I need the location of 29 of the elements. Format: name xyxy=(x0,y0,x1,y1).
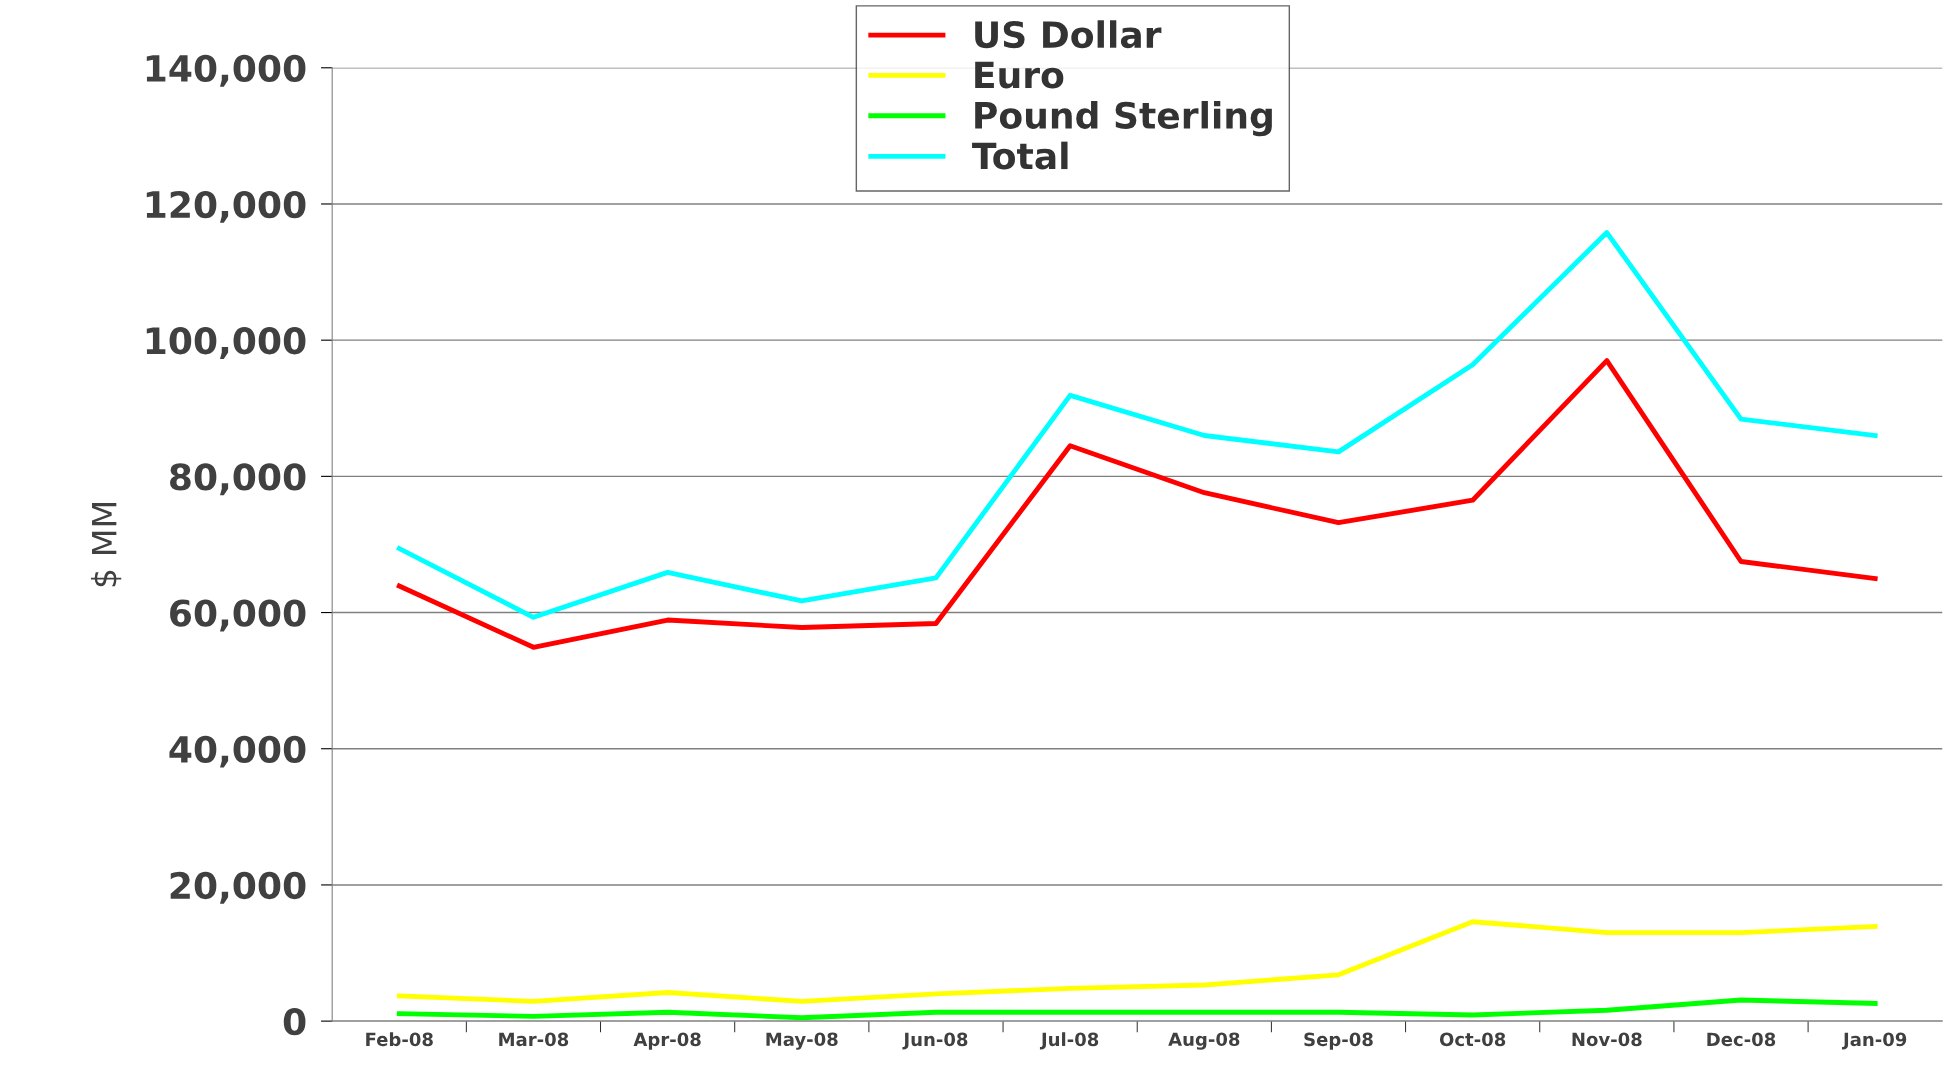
x-tick-label: Nov-08 xyxy=(1572,1032,1642,1047)
legend-label: US Dollar xyxy=(975,20,1162,49)
y-tick-label: 100,000 xyxy=(146,327,306,360)
x-tick-label: Jan-09 xyxy=(1841,1032,1907,1050)
x-tick-label: Sep-08 xyxy=(1304,1032,1373,1050)
x-tick-label: Jul-08 xyxy=(1039,1032,1099,1050)
y-tick-label: 140,000 xyxy=(146,54,306,87)
line-series xyxy=(396,358,1878,650)
line-series xyxy=(396,919,1878,1004)
x-tick-label: Feb-08 xyxy=(366,1032,433,1047)
legend-label: Euro xyxy=(975,61,1064,89)
y-tick-label: 80,000 xyxy=(170,463,306,496)
y-tick-label: 120,000 xyxy=(146,190,306,223)
legend-label: Pound Sterling xyxy=(975,101,1272,137)
y-tick-label: 40,000 xyxy=(169,735,306,768)
line-series xyxy=(396,997,1878,1021)
y-tick-label: 0 xyxy=(283,1008,306,1036)
x-tick-label: Jun-08 xyxy=(902,1032,968,1050)
x-tick-label: Aug-08 xyxy=(1168,1032,1240,1050)
x-tick-label: Dec-08 xyxy=(1707,1032,1776,1047)
y-tick-label: 20,000 xyxy=(170,871,306,904)
x-tick-label: Apr-08 xyxy=(633,1032,701,1050)
line-series xyxy=(396,230,1878,620)
x-tick-label: May-08 xyxy=(766,1032,838,1050)
y-axis-title: $ MM xyxy=(91,503,122,587)
x-tick-label: Oct-08 xyxy=(1439,1032,1506,1047)
x-tick-label: Mar-08 xyxy=(499,1032,569,1047)
y-tick-label: 60,000 xyxy=(170,599,306,632)
legend-label: Total xyxy=(972,141,1068,170)
